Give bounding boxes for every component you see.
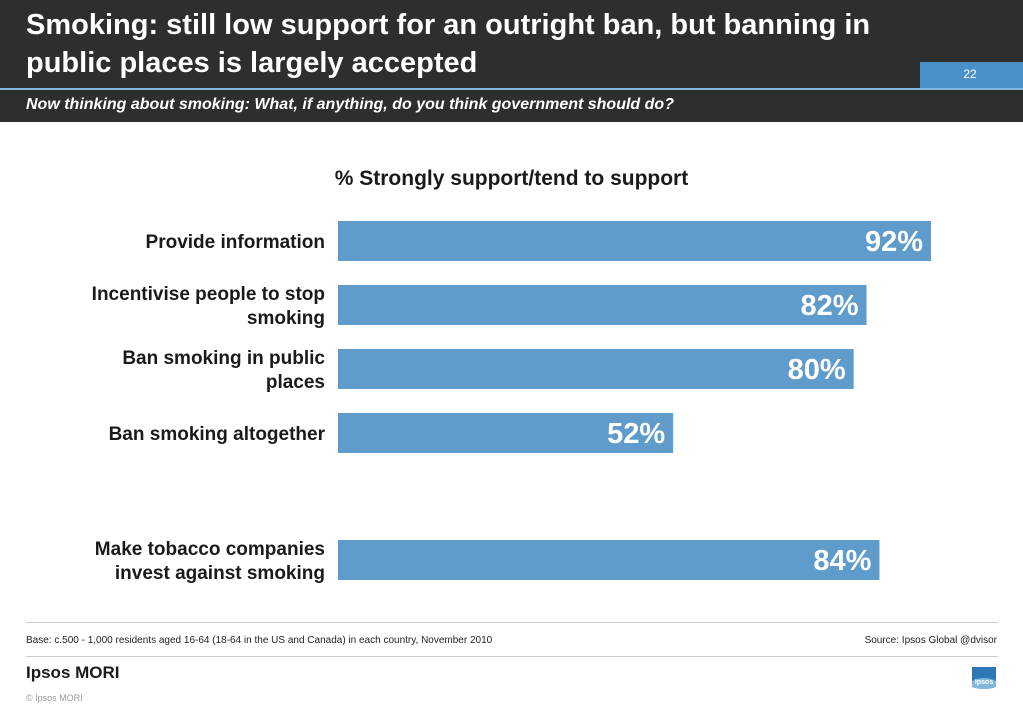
page-number-box: 22 bbox=[920, 62, 1023, 88]
category-label-0: Provide information bbox=[146, 232, 325, 253]
bar-0 bbox=[338, 221, 931, 261]
badge-label: Ipsos bbox=[975, 679, 993, 686]
category-label-line: Ban smoking in public bbox=[122, 348, 325, 369]
category-label-line: invest against smoking bbox=[115, 563, 325, 584]
ipsos-mori-logo: Ipsos MORI bbox=[26, 663, 120, 682]
bar-4 bbox=[338, 540, 880, 580]
category-label-line: Provide information bbox=[146, 232, 325, 253]
copyright-text: © Ipsos MORI bbox=[26, 693, 83, 703]
category-label-line: Incentivise people to stop bbox=[92, 284, 325, 305]
value-label-1: 82% bbox=[800, 290, 858, 322]
base-footnote: Base: c.500 - 1,000 residents aged 16-64… bbox=[26, 635, 493, 646]
ipsos-badge-icon: Ipsos bbox=[972, 667, 996, 689]
header-banner: Smoking: still low support for an outrig… bbox=[0, 0, 1023, 122]
value-label-0: 92% bbox=[865, 226, 923, 258]
value-label-4: 84% bbox=[813, 545, 871, 577]
category-label-3: Ban smoking altogether bbox=[109, 424, 326, 445]
category-label-line: Ban smoking altogether bbox=[109, 424, 326, 445]
category-label-line: smoking bbox=[247, 308, 325, 329]
category-label-4: Make tobacco companies invest against smo… bbox=[95, 539, 325, 584]
category-label-2: Ban smoking in public places bbox=[122, 348, 325, 393]
slide-title: Smoking: still low support for an outrig… bbox=[26, 9, 871, 79]
category-label-line: Make tobacco companies bbox=[95, 539, 325, 560]
chart-title: % Strongly support/tend to support bbox=[334, 167, 689, 190]
slide-subtitle: Now thinking about smoking: What, if any… bbox=[26, 96, 674, 113]
footer-divider-bottom bbox=[26, 656, 998, 657]
value-label-3: 52% bbox=[607, 418, 665, 450]
bar-chart: 92% Provide information 82% Incentivise peo… bbox=[92, 221, 931, 584]
bar-2 bbox=[338, 349, 854, 389]
bar-1 bbox=[338, 285, 867, 325]
bar-3 bbox=[338, 413, 674, 453]
category-label-line: places bbox=[266, 372, 325, 393]
footer-divider-top bbox=[26, 622, 998, 623]
source-footnote: Source: Ipsos Global @dvisor bbox=[864, 635, 997, 646]
page-number: 22 bbox=[963, 67, 977, 81]
category-label-1: Incentivise people to stop smoking bbox=[92, 284, 325, 329]
value-label-2: 80% bbox=[788, 354, 846, 386]
header-divider bbox=[0, 88, 1023, 90]
